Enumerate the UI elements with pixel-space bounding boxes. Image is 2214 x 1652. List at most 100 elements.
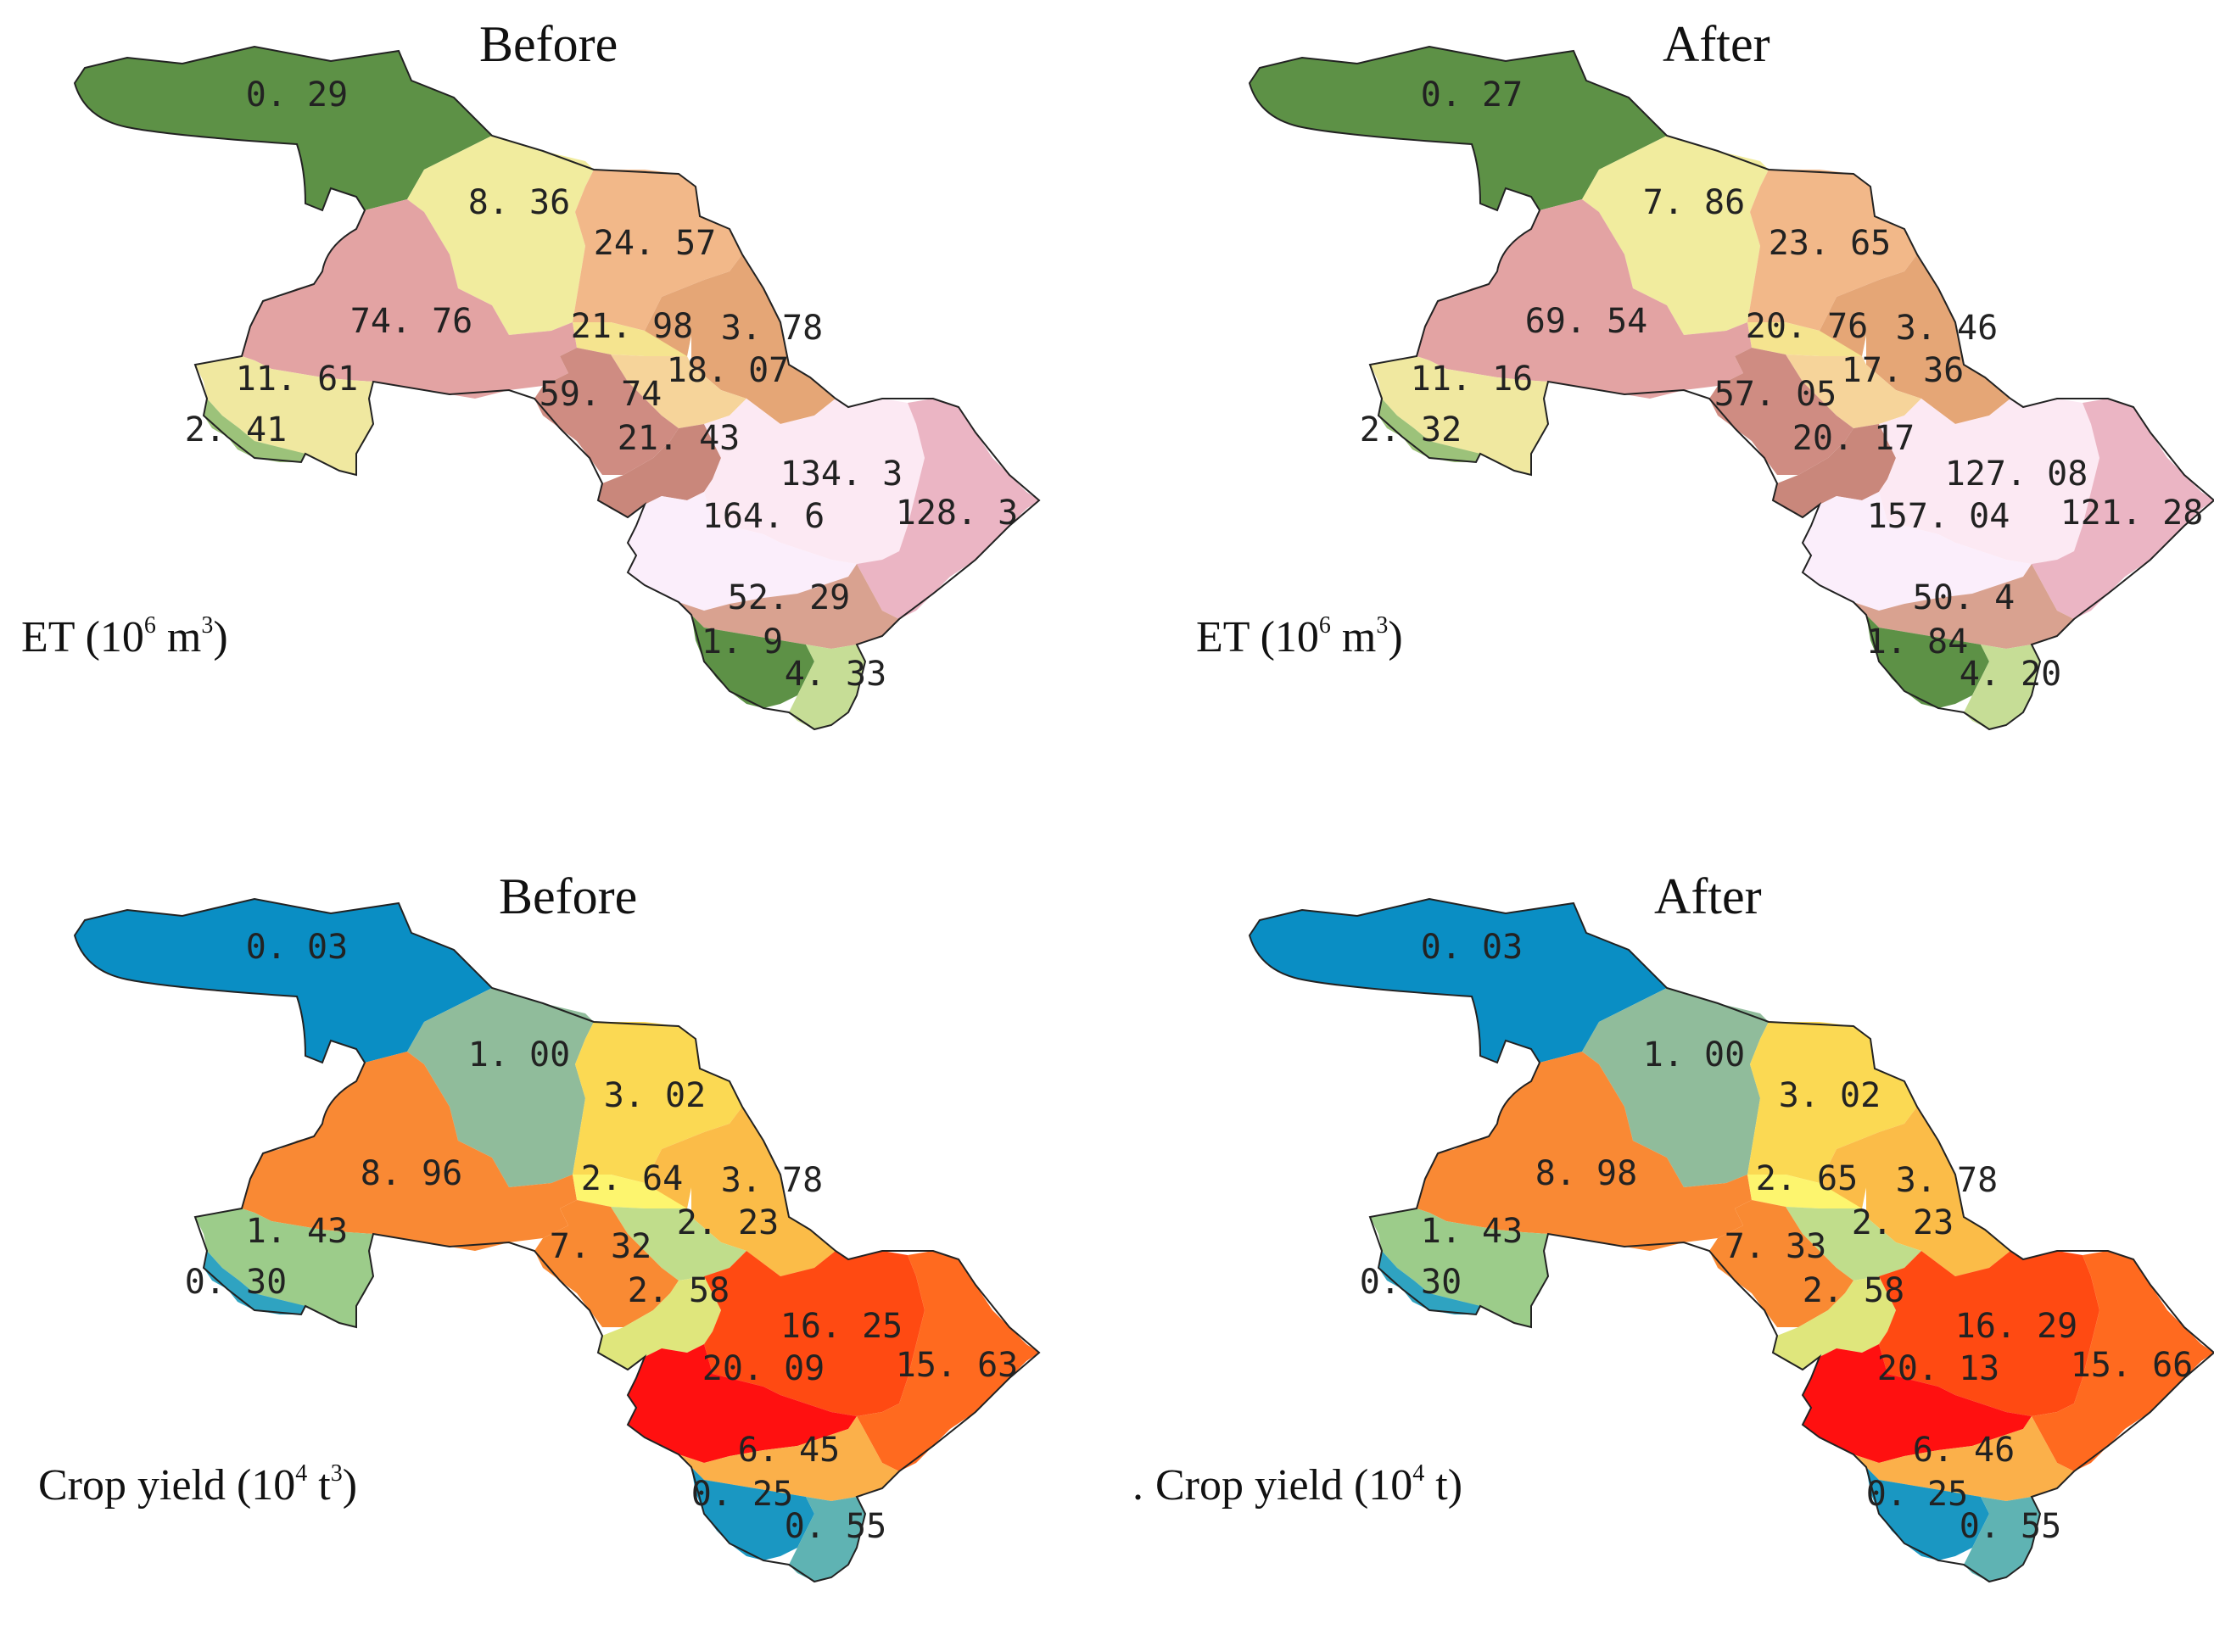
region-value-label: 69. 54: [1525, 302, 1648, 341]
caption-end: ): [342, 1461, 358, 1510]
region-value-label: 20. 13: [1877, 1349, 2000, 1388]
region-7: [1786, 1207, 1921, 1281]
region-13: [857, 1251, 1039, 1471]
region-value-label: 2. 65: [1756, 1159, 1858, 1198]
region-14: [1853, 1416, 2074, 1501]
caption-end: ): [1447, 1461, 1463, 1510]
caption-main: Crop yield (10: [38, 1461, 296, 1510]
region-5: [1820, 254, 2010, 424]
region-1: [1582, 988, 1769, 1187]
region-8: [534, 1200, 679, 1327]
region-12: [628, 492, 857, 611]
district-map: 0. 03 1. 00 3. 02 8. 96 2. 64 3. 78 1. 43 2. 23…: [73, 897, 1041, 1583]
region-4: [1747, 1175, 1866, 1208]
region-10: [598, 424, 721, 517]
regions: [75, 47, 1039, 729]
region-value-label: 7. 86: [1643, 183, 1745, 222]
region-2: [1747, 170, 1917, 331]
region-1: [1582, 136, 1769, 335]
caption-main: ET (10: [1196, 613, 1319, 661]
region-value-label: 20. 17: [1792, 419, 1915, 458]
region-value-label: 0. 29: [246, 75, 348, 114]
regions: [1250, 899, 2214, 1582]
region-9: [1378, 399, 1480, 462]
region-value-label: 1. 43: [1421, 1212, 1523, 1251]
region-value-label: 1. 00: [1643, 1035, 1745, 1074]
map-outline: [1248, 45, 2214, 731]
region-value-label: 3. 02: [1779, 1076, 1881, 1115]
region-value-label: 121. 28: [2060, 494, 2204, 533]
panel-title: After: [1663, 16, 1770, 72]
caption-mid: m: [1330, 613, 1377, 661]
panel-caption: Crop yield (104 t3): [38, 1460, 357, 1510]
region-value-label: 59. 74: [540, 375, 663, 414]
caption-mid: m: [155, 613, 202, 661]
region-13: [857, 399, 1039, 619]
district-map: 0. 29 8. 36 24. 57 74. 76 21. 98 3. 78 11. 61 1…: [73, 45, 1041, 731]
panel-caption: ET (106 m3): [21, 612, 228, 662]
caption-mid: t: [1424, 1461, 1448, 1510]
region-value-label: 134. 3: [780, 455, 903, 494]
region-8: [534, 348, 679, 475]
regions: [75, 899, 1039, 1582]
region-value-label: 1. 84: [1866, 622, 1968, 661]
panel-title: Before: [499, 868, 638, 924]
region-value-label: 2. 64: [581, 1159, 683, 1198]
region-3: [1417, 1052, 1752, 1251]
region-value-label: 128. 3: [896, 494, 1019, 533]
region-13: [2032, 399, 2214, 619]
region-1: [407, 988, 594, 1187]
region-value-label: 0. 03: [246, 928, 348, 967]
region-6: [1370, 356, 1548, 475]
region-value-label: 15. 63: [896, 1346, 1019, 1385]
district-map: 0. 27 7. 86 23. 65 69. 54 20. 76 3. 46 11. 16 1…: [1248, 45, 2214, 731]
caption-prefix: .: [1132, 1461, 1143, 1510]
region-9: [204, 1251, 305, 1314]
caption-sup1: 6: [143, 612, 156, 639]
region-value-label: 57. 05: [1714, 375, 1837, 414]
region-value-label: 127. 08: [1945, 455, 2088, 494]
region-value-label: 1. 43: [246, 1212, 348, 1251]
region-value-label: 7. 33: [1725, 1227, 1826, 1266]
region-value-label: 3. 78: [721, 309, 823, 348]
region-8: [1709, 1200, 1853, 1327]
map-panel-yield-before: Before 0. 03 1. 00 3. 02 8. 96 2. 64 3. 78 1. …: [0, 852, 1107, 1652]
region-value-label: 20. 76: [1746, 307, 1869, 346]
region-6: [195, 356, 373, 475]
region-value-label: 0. 03: [1421, 928, 1523, 967]
region-value-label: 157. 04: [1867, 497, 2010, 536]
caption-sup1: 4: [295, 1460, 308, 1487]
region-9: [204, 399, 305, 462]
region-value-label: 8. 98: [1535, 1154, 1637, 1193]
region-4: [573, 1175, 691, 1208]
region-7: [611, 354, 746, 428]
region-5: [645, 1107, 836, 1276]
region-value-label: 2. 32: [1360, 410, 1462, 449]
region-14: [679, 1416, 899, 1501]
region-3: [242, 199, 577, 399]
region-16: [1964, 645, 2040, 729]
region-5: [1820, 1107, 2010, 1276]
region-0: [75, 899, 492, 1063]
caption-sup1: 6: [1318, 612, 1331, 639]
region-value-label: 0. 25: [691, 1475, 793, 1514]
region-value-label: 3. 78: [1896, 1161, 1998, 1200]
region-value-label: 17. 36: [1842, 351, 1965, 390]
caption-main: Crop yield (10: [1155, 1461, 1413, 1510]
region-14: [1853, 564, 2074, 649]
region-value-label: 4. 20: [1960, 655, 2061, 694]
panel-title: Before: [479, 16, 618, 72]
region-value-label: 74. 76: [350, 302, 473, 341]
region-value-label: 21. 43: [618, 419, 741, 458]
caption-sup2: 3: [201, 612, 214, 639]
region-7: [611, 1207, 746, 1281]
region-12: [628, 1344, 857, 1463]
region-value-label: 3. 02: [604, 1076, 706, 1115]
region-value-label: 11. 61: [236, 360, 359, 399]
region-value-label: 16. 25: [780, 1307, 903, 1346]
region-value-label: 6. 46: [1913, 1431, 2015, 1470]
region-value-label: 6. 45: [738, 1431, 840, 1470]
region-value-label: 20. 09: [702, 1349, 825, 1388]
region-9: [1378, 1251, 1480, 1314]
region-2: [573, 1022, 742, 1183]
